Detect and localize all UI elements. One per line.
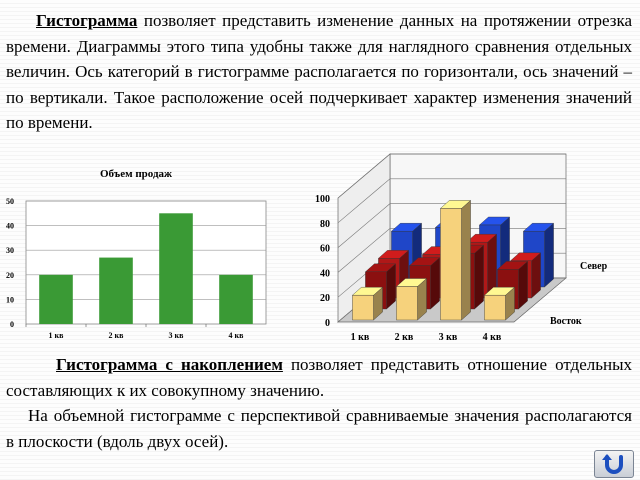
depth-label-north: Север	[580, 261, 608, 272]
return-button[interactable]	[594, 450, 634, 478]
gridline	[337, 203, 566, 248]
bar-side	[474, 244, 484, 310]
x-tick-label: 4 кв	[483, 332, 502, 343]
y-tick-label: 0	[325, 318, 330, 329]
bar-front	[484, 294, 506, 321]
3d-column-chart: 0 20 40 60 80 100 1 кв 2 кв 3 кв 4 кв Север Восток	[315, 153, 608, 343]
intro-paragraph: Гистограмма позволяет представить измене…	[6, 8, 632, 136]
y-tick-label: 40	[320, 268, 330, 279]
intro-text: позволяет представить изменение данных н…	[6, 11, 633, 132]
x-tick-label: 1 кв	[49, 331, 65, 340]
x-tick-label: 1 кв	[351, 332, 370, 343]
stacked-text-2: На объемной гистограмме с перспективой с…	[6, 406, 632, 451]
bar-front	[396, 286, 418, 321]
y-tick-label: 0	[10, 320, 14, 329]
bar-side	[518, 260, 528, 310]
y-tick-label: 30	[6, 246, 14, 255]
gridline	[337, 153, 566, 199]
stacked-paragraph: Гистограмма с накоплением позволяет пред…	[6, 352, 632, 454]
bar	[39, 274, 73, 324]
depth-label-east: Восток	[550, 316, 582, 327]
y-tick-label: 20	[320, 293, 330, 304]
bar-3d	[351, 286, 384, 321]
x-tick-label: 4 кв	[229, 331, 245, 340]
stacked-term: Гистограмма с накоплением	[56, 355, 283, 374]
return-arrow-icon	[602, 454, 623, 474]
bar-front	[440, 208, 462, 321]
bar	[159, 213, 193, 324]
y-tick-label: 10	[6, 295, 14, 304]
y-tick-label: 20	[6, 271, 14, 280]
x-tick-label: 2 кв	[395, 332, 414, 343]
bar-side	[430, 257, 440, 310]
y-tick-label: 80	[320, 219, 330, 230]
bar-3d	[483, 286, 516, 321]
intro-term: Гистограмма	[36, 11, 138, 30]
gridline	[337, 178, 566, 224]
bar-3d	[439, 199, 472, 321]
bar-front	[352, 294, 374, 321]
y-tick-label: 100	[315, 194, 330, 205]
y-tick-label: 60	[320, 244, 330, 255]
chart-title: Объем продаж	[100, 168, 172, 180]
stacked-text-1: позволяет представить отношение отдельны…	[6, 355, 632, 400]
y-tick-label: 50	[6, 197, 14, 206]
sales-volume-chart: Объем продаж 0 10 20 30 40 50 1 кв 2 кв 3 кв 4 кв	[6, 168, 267, 340]
x-tick-label: 2 кв	[109, 331, 125, 340]
y-tick-label: 40	[6, 222, 14, 231]
x-tick-label: 3 кв	[439, 332, 458, 343]
bar	[99, 257, 133, 324]
x-tick-label: 3 кв	[169, 331, 185, 340]
bar	[219, 274, 253, 324]
bar-3d	[395, 278, 428, 321]
bar-side	[461, 199, 471, 321]
bar-side	[544, 222, 554, 288]
